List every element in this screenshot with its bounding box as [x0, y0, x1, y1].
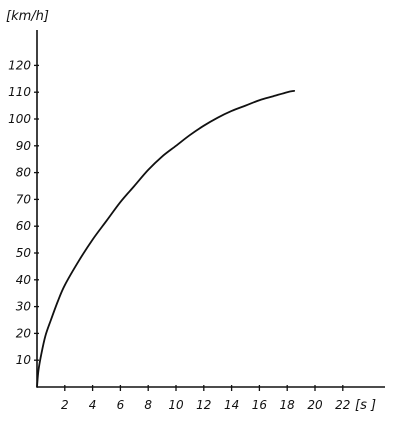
y-axis-unit-label: [km/h]: [6, 9, 49, 24]
x-axis-unit-label: [s ]: [355, 398, 376, 413]
series-layer: [36, 89, 296, 388]
y-tick-label: 100: [8, 112, 31, 126]
x-tick-label: 14: [224, 398, 239, 412]
y-tick-label: 90: [16, 139, 32, 153]
y-tick-label: 20: [16, 326, 32, 340]
speed-curve: [36, 89, 296, 388]
y-tick-label: 50: [16, 246, 32, 260]
x-tick-label: 16: [252, 398, 268, 412]
chart-axes: [36, 30, 385, 388]
x-tick-label: 10: [168, 398, 184, 412]
y-tick-label: 30: [16, 300, 32, 314]
x-tick-label: 4: [89, 398, 97, 412]
x-tick-label: 18: [280, 398, 296, 412]
x-tick-label: 8: [144, 398, 152, 412]
x-tick-label: 2: [61, 398, 69, 412]
y-tick-label: 70: [16, 192, 32, 206]
y-tick-label: 40: [16, 273, 32, 287]
y-tick-label: 10: [16, 353, 32, 367]
x-tick-label: 20: [307, 398, 323, 412]
y-tick-label: 120: [8, 58, 31, 72]
y-tick-label: 60: [16, 219, 32, 233]
y-axis-ticks: 10 20 30 40 50 60 70 80 90 100 110 120: [8, 58, 39, 367]
x-axis-ticks: 2 4 6 8 10 12 14 16 18 20 22: [61, 385, 350, 412]
y-tick-label: 80: [16, 166, 32, 180]
y-tick-label: 110: [8, 85, 31, 99]
x-tick-label: 12: [196, 398, 211, 412]
x-tick-label: 22: [335, 398, 350, 412]
x-tick-label: 6: [117, 398, 125, 412]
